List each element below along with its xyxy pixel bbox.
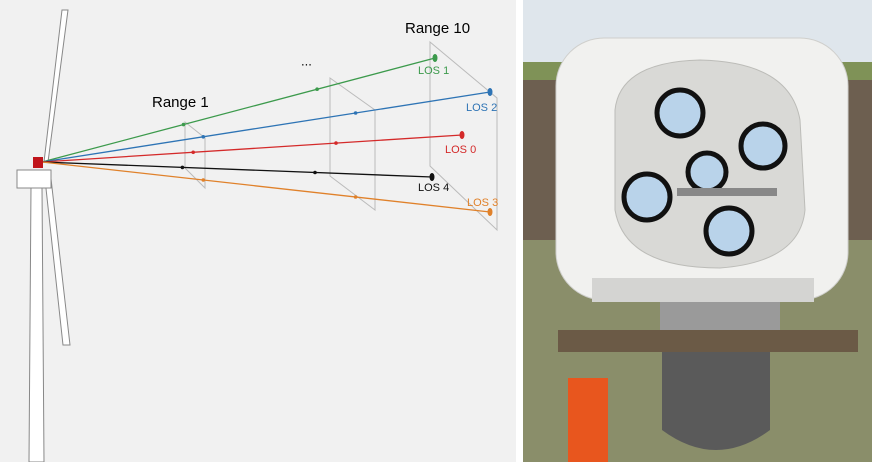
range-ellipsis: ... xyxy=(301,53,312,68)
photo xyxy=(523,0,872,462)
lidar-hub xyxy=(33,157,43,168)
range-gate xyxy=(182,123,186,127)
range-gate xyxy=(334,141,338,145)
beam-label: LOS 0 xyxy=(445,144,476,156)
range-gate xyxy=(191,150,195,154)
level-bar xyxy=(677,188,777,196)
beam-end xyxy=(460,131,465,139)
post xyxy=(662,352,770,450)
beam-end xyxy=(430,173,435,181)
range-gate xyxy=(201,178,205,182)
beam-end xyxy=(488,88,493,96)
device-base xyxy=(592,278,814,302)
range-gate xyxy=(201,135,205,139)
beam-label: LOS 1 xyxy=(418,65,449,77)
beam-label: LOS 2 xyxy=(466,102,497,114)
range-gate xyxy=(354,111,358,115)
beam-end xyxy=(433,54,438,62)
figure: LOS 1 LOS 2 LOS 0 LOS 4 LOS 3 Range 10 ... R… xyxy=(0,0,872,462)
orange-tube xyxy=(568,378,608,462)
range-gate xyxy=(313,171,317,175)
beam-label: LOS 3 xyxy=(467,197,498,209)
range-label: Range 10 xyxy=(405,20,470,37)
beam-end xyxy=(488,208,493,216)
nacelle xyxy=(17,170,51,188)
beam-label: LOS 4 xyxy=(418,182,449,194)
board xyxy=(558,330,858,352)
range-gate xyxy=(181,166,185,170)
tower xyxy=(29,187,44,462)
range-gate xyxy=(315,87,319,91)
range-label: Range 1 xyxy=(152,94,209,111)
range-gate xyxy=(354,195,358,199)
